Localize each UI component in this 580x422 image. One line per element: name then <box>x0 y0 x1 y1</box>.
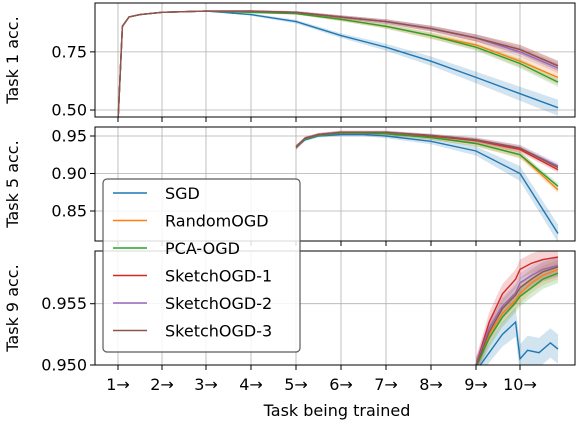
series-line-sketchogd-3 <box>475 266 559 365</box>
x-tick-label: 2→ <box>150 375 174 394</box>
series-line-sketchogd-3 <box>295 131 559 169</box>
series-line-sketchogd-2 <box>475 265 559 365</box>
legend-box <box>102 178 301 353</box>
series-band-sketchogd-2 <box>118 10 558 117</box>
series-band-pca-ogd <box>476 263 558 365</box>
series-band-randomogd <box>118 11 558 117</box>
x-tick-label: 6→ <box>329 375 353 394</box>
series-line-pca-ogd <box>117 10 559 117</box>
legend-entry-label: SketchOGD-2 <box>165 294 272 313</box>
series-band-pca-ogd <box>118 11 558 117</box>
y-tick-label: 0.955 <box>41 294 87 313</box>
series-line-sketchogd-2 <box>117 10 559 117</box>
panel-3: 0.950 0.955 Task 9 acc. 1→ 2→ 3→ 4→ 5→ 6→ 7→ 8→ 9→ 1… <box>3 250 576 394</box>
y-axis-label: Task 9 acc. <box>3 264 22 352</box>
panel-1: 0.50 0.75 Task 1 acc. <box>3 2 576 122</box>
series-line-sgd <box>295 133 559 234</box>
y-tick-label: 0.85 <box>51 202 87 221</box>
series-line-pca-ogd <box>476 272 559 365</box>
series-band-sgd <box>118 11 558 117</box>
series-line-sgd <box>117 10 559 117</box>
x-tick-label: 4→ <box>239 375 263 394</box>
series-line-sketchogd-1 <box>475 256 559 365</box>
legend-entry-label: SketchOGD-3 <box>165 322 272 341</box>
x-tick-label: 7→ <box>374 375 398 394</box>
x-tick-label: 8→ <box>419 375 443 394</box>
y-tick-label: 0.75 <box>51 42 87 61</box>
series-line-sketchogd-3 <box>117 10 559 117</box>
legend-entry-label: SketchOGD-1 <box>165 267 272 286</box>
panel-frame <box>94 126 576 242</box>
panel-frame <box>94 2 576 118</box>
x-tick-label: 10→ <box>503 375 537 394</box>
legend-entry-label: RandomOGD <box>165 212 269 231</box>
series-band-sketchogd-3 <box>296 130 558 171</box>
series-line-randomogd <box>476 268 559 365</box>
panel-frame <box>94 250 576 366</box>
series-band-sketchogd-1 <box>118 10 558 117</box>
y-tick-label: 0.950 <box>41 356 87 375</box>
panel-2: 0.85 0.90 0.95 Task 5 acc. <box>3 126 576 246</box>
y-axis-label: Task 1 acc. <box>3 16 22 104</box>
series-band-pca-ogd <box>296 131 558 190</box>
series-line-sketchogd-1 <box>117 10 559 117</box>
series-band-sketchogd-1 <box>476 251 558 365</box>
legend: SGD RandomOGD PCA-OGD SketchOGD-1 SketchOGD-… <box>102 178 301 353</box>
series-band-sketchogd-2 <box>476 255 558 365</box>
x-tick-label: 3→ <box>194 375 218 394</box>
series-line-sgd <box>479 320 559 365</box>
x-tick-label: 5→ <box>284 375 308 394</box>
legend-entry-label: SGD <box>165 184 200 203</box>
y-tick-label: 0.90 <box>51 164 87 183</box>
x-axis-label: Task being trained <box>263 401 411 420</box>
series-band-sketchogd-2 <box>296 130 558 169</box>
series-band-randomogd <box>476 259 558 365</box>
series-band-sketchogd-3 <box>118 10 558 117</box>
legend-entry-label: PCA-OGD <box>165 239 240 258</box>
series-band-randomogd <box>296 131 558 193</box>
y-tick-label: 0.95 <box>51 127 87 146</box>
y-axis-label: Task 5 acc. <box>3 140 22 228</box>
x-tick-label: 9→ <box>464 375 488 394</box>
y-tick-label: 0.50 <box>51 101 87 120</box>
series-line-pca-ogd <box>295 132 559 187</box>
series-line-randomogd <box>117 10 559 117</box>
x-tick-label: 1→ <box>106 375 130 394</box>
